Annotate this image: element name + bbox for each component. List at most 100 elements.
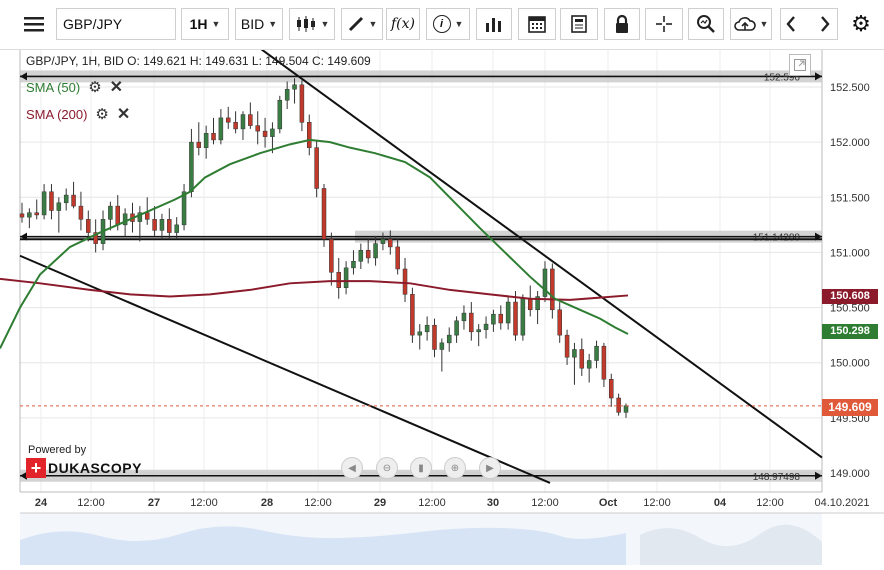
price-type-select[interactable]: BID ▼ <box>235 8 283 40</box>
calendar-icon[interactable] <box>518 8 556 40</box>
candle-body <box>402 268 408 295</box>
x-tick-label: 04.10.2021 <box>814 497 869 509</box>
news-icon[interactable] <box>560 8 598 40</box>
sma200-line <box>0 277 629 301</box>
candle-body <box>351 261 356 269</box>
nav-next-icon[interactable]: ▶ <box>479 457 501 479</box>
zoom-out-icon[interactable]: ⊖ <box>376 457 398 479</box>
chevron-right-icon <box>821 16 830 32</box>
x-tick-label: 30 <box>487 497 499 509</box>
close-icon[interactable]: ✕ <box>116 106 131 123</box>
candle-body <box>41 191 47 216</box>
candle-body <box>388 238 393 248</box>
ohlc-readout: GBP/JPY, 1H, BID O: 149.621 H: 149.631 L… <box>26 54 371 68</box>
x-tick-label: 04 <box>714 497 727 509</box>
candle-body <box>34 212 39 216</box>
candle-body <box>550 268 555 311</box>
dukascopy-logo[interactable]: + DUKASCOPY <box>26 458 142 478</box>
x-tick-label: 28 <box>261 497 273 509</box>
close-icon[interactable]: ✕ <box>109 79 124 96</box>
y-tick-label: 149.000 <box>830 468 870 480</box>
y-tick-label: 150.500 <box>830 303 870 315</box>
candle-body <box>609 379 614 399</box>
symbol-label: GBP/JPY <box>63 16 123 32</box>
candle-body <box>159 219 165 231</box>
nav-buttons <box>780 8 838 40</box>
candle-body <box>122 213 128 226</box>
hamburger-icon[interactable] <box>18 8 50 40</box>
function-icon[interactable]: f(x) <box>386 8 420 40</box>
candle-body <box>336 272 341 288</box>
candle-body <box>174 224 179 233</box>
gear-icon[interactable]: ⚙ <box>95 106 109 123</box>
candle-body <box>108 205 113 220</box>
candle-body <box>225 117 231 123</box>
level-arrow-left <box>20 471 27 480</box>
cloud-upload-icon[interactable]: ▼ <box>730 8 772 40</box>
x-tick-label: 29 <box>374 497 386 509</box>
candle-body <box>535 296 540 311</box>
candle-body <box>211 133 216 141</box>
candle-body <box>623 405 629 413</box>
candle-body <box>520 298 526 336</box>
candle-body <box>542 268 548 297</box>
candlestick-icon[interactable]: ▼ <box>289 8 335 40</box>
candle-body <box>380 238 386 244</box>
x-tick-label: 12:00 <box>643 497 671 509</box>
candle-body <box>505 301 511 324</box>
price-badge-sma50: 150.298 <box>822 324 878 339</box>
nav-prev-icon[interactable]: ◀ <box>341 457 363 479</box>
candle-body <box>439 342 445 350</box>
gear-icon[interactable]: ⚙ <box>844 8 878 40</box>
zoom-in-icon[interactable]: ⊕ <box>444 457 466 479</box>
candle-body <box>469 312 474 333</box>
candle-body <box>240 114 246 130</box>
x-tick-label: Oct <box>599 497 618 509</box>
candle-body <box>144 212 150 220</box>
chart-svg[interactable]: 152.500 152.000 151.500 151.000 150.500 150.0… <box>0 36 884 565</box>
candle-body <box>564 334 570 358</box>
draw-icon[interactable]: ▼ <box>341 8 383 40</box>
candle-body <box>270 128 275 137</box>
lock-icon[interactable] <box>604 8 640 40</box>
chevron-down-icon: ▼ <box>268 19 278 29</box>
timeframe-label: 1H <box>189 16 208 32</box>
chart-area[interactable]: 152.500 152.000 151.500 151.000 150.500 150.0… <box>0 36 884 565</box>
indicator-sma50[interactable]: SMA (50) ⚙ ✕ <box>26 77 123 97</box>
timeframe-select[interactable]: 1H ▼ <box>181 8 229 40</box>
y-tick-label: 151.500 <box>830 192 870 204</box>
zoom-icon[interactable] <box>688 8 724 40</box>
candle-body <box>203 133 209 148</box>
trendline <box>244 36 823 459</box>
candle-body <box>27 212 32 218</box>
candle-body <box>321 188 327 240</box>
x-tick-label: 12:00 <box>756 497 784 509</box>
candle-body <box>196 141 202 148</box>
x-tick-label: 12:00 <box>304 497 332 509</box>
chevron-down-icon: ▼ <box>759 19 769 29</box>
candle-body <box>491 313 496 325</box>
candle-body <box>218 117 224 141</box>
bar-chart-icon[interactable] <box>476 8 512 40</box>
logo-cross-icon: + <box>26 458 46 478</box>
info-icon[interactable]: i ▼ <box>426 8 470 40</box>
fit-icon[interactable]: ▮ <box>410 457 432 479</box>
x-tick-label: 12:00 <box>190 497 218 509</box>
candle-body <box>410 294 415 336</box>
crosshair-icon[interactable] <box>645 8 683 40</box>
candle-body <box>137 212 143 222</box>
gear-icon[interactable]: ⚙ <box>88 79 102 96</box>
sma50-line <box>0 138 629 349</box>
navigator-area <box>20 526 626 565</box>
x-tick-label: 12:00 <box>531 497 559 509</box>
candle-body <box>19 213 25 218</box>
info-label: i <box>432 15 451 33</box>
candle-body <box>373 243 378 259</box>
maximize-icon[interactable] <box>789 54 811 76</box>
price-badge-sma200: 150.608 <box>822 289 878 304</box>
indicator-sma200[interactable]: SMA (200) ⚙ ✕ <box>26 104 130 124</box>
y-tick-label: 151.000 <box>830 247 870 259</box>
powered-by-label: Powered by <box>28 444 87 456</box>
symbol-select[interactable]: GBP/JPY <box>56 8 176 40</box>
candle-body <box>329 238 334 273</box>
